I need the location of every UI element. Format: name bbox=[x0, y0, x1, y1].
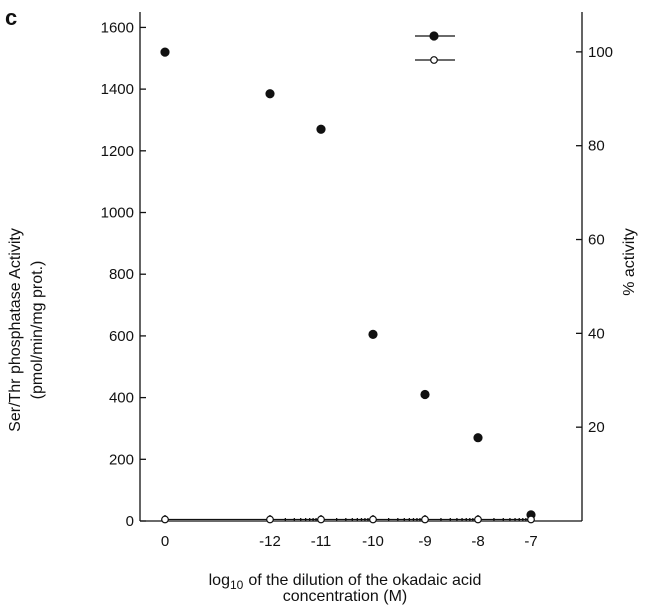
filled-point bbox=[265, 89, 275, 99]
panel-label: c bbox=[5, 5, 17, 30]
y-axis-title-line2: (pmol/min/mg prot.) bbox=[29, 261, 46, 400]
y-tick-label: 800 bbox=[109, 266, 134, 283]
filled-point bbox=[316, 124, 326, 134]
x-tick-label: 0 bbox=[161, 533, 169, 550]
open-point bbox=[527, 515, 535, 524]
y-tick-label: 400 bbox=[109, 390, 134, 407]
filled-point bbox=[420, 389, 430, 400]
filled-point bbox=[473, 433, 483, 443]
open-point bbox=[369, 515, 377, 524]
x-axis-title-line2: concentration (M) bbox=[283, 588, 408, 605]
x-tick-label: -8 bbox=[471, 533, 484, 550]
legend bbox=[415, 31, 455, 64]
y2-tick-label: 20 bbox=[588, 419, 605, 436]
y-tick-label: 0 bbox=[126, 513, 134, 530]
filled-point bbox=[160, 47, 170, 57]
open-point bbox=[266, 515, 274, 524]
x-tick-label: -10 bbox=[362, 533, 384, 550]
ticks: 0200400600800100012001400160020406080100… bbox=[101, 19, 613, 550]
x-tick-label: -11 bbox=[311, 533, 332, 550]
y-axis-title-line1: Ser/Thr phosphatase Activity bbox=[7, 228, 24, 432]
y-tick-label: 200 bbox=[109, 451, 134, 468]
y-tick-label: 1600 bbox=[101, 19, 134, 36]
x-axis-title-line1: log10 of the dilution of the okadaic acid bbox=[209, 572, 482, 592]
x-tick-label: -9 bbox=[418, 533, 431, 550]
y-tick-label: 1200 bbox=[101, 143, 134, 160]
series-layer bbox=[160, 47, 536, 524]
x-axis-title-rest: of the dilution of the okadaic acid bbox=[248, 572, 481, 589]
legend-marker-1 bbox=[429, 31, 439, 41]
x-axis-title-subscript: 10 bbox=[230, 578, 244, 592]
y2-tick-label: 40 bbox=[588, 325, 605, 342]
y-tick-label: 1000 bbox=[101, 205, 134, 222]
filled-point bbox=[368, 329, 378, 339]
open-point bbox=[474, 515, 482, 524]
x-axis-title-log: log bbox=[209, 572, 230, 589]
axes bbox=[139, 12, 583, 522]
open-point bbox=[421, 515, 429, 524]
y2-axis-title: % activity bbox=[621, 228, 638, 296]
open-point bbox=[317, 515, 325, 524]
open-point bbox=[161, 515, 169, 524]
y2-tick-label: 80 bbox=[588, 138, 605, 155]
x-tick-label: -7 bbox=[524, 533, 537, 550]
y2-tick-label: 100 bbox=[588, 44, 613, 61]
y2-tick-label: 60 bbox=[588, 232, 605, 249]
legend-marker-2 bbox=[430, 56, 438, 64]
y-tick-label: 1400 bbox=[101, 81, 134, 98]
y-tick-label: 600 bbox=[109, 328, 134, 345]
x-tick-label: -12 bbox=[259, 533, 281, 550]
